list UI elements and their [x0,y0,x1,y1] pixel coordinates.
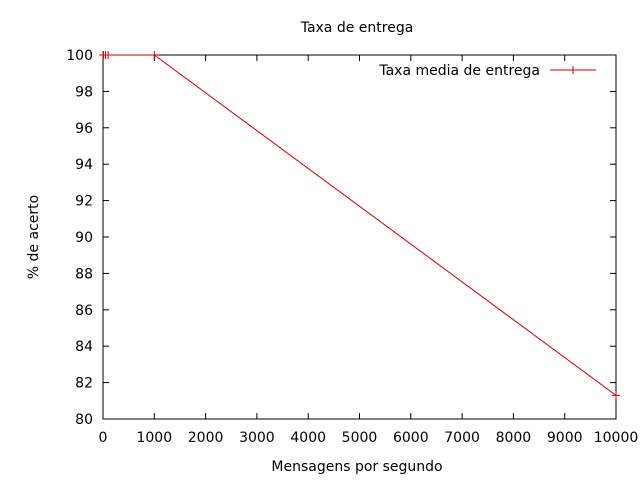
series-line [103,54,617,396]
y-tick-label: 92 [75,194,93,210]
x-axis-label: Mensagens por segundo [271,459,442,475]
y-tick-label: 84 [75,339,93,355]
data-point [150,51,159,59]
y-tick-label: 88 [75,266,93,282]
y-tick-label: 100 [66,48,93,64]
x-tick-label: 10000 [594,430,639,446]
x-tick-label: 7000 [444,430,480,446]
x-tick-label: 5000 [342,430,378,446]
series-layer [99,51,620,400]
y-tick-label: 98 [75,84,93,100]
x-tick-label: 8000 [496,430,532,446]
y-axis-label: % de acerto [26,195,42,279]
y-tick-label: 90 [75,230,93,246]
x-tick-label: 9000 [547,430,583,446]
legend-label: Taxa media de entrega [378,63,540,79]
y-tick-label: 96 [75,121,93,137]
legend: Taxa media de entrega [378,63,596,79]
x-tick-label: 0 [99,430,108,446]
x-tick-label: 6000 [393,430,429,446]
y-tick-label: 82 [75,376,93,392]
y-tick-label: 80 [75,412,93,428]
x-tick-label: 2000 [188,430,224,446]
plot-frame [102,54,617,420]
legend-marker [569,66,577,74]
x-tick-label: 1000 [136,430,172,446]
data-point [612,391,620,400]
x-tick-label: 4000 [290,430,326,446]
y-tick-label: 94 [75,157,93,173]
y-tick-label: 86 [75,303,93,319]
x-tick-label: 3000 [239,430,275,446]
x-axis-ticks: 0 1000 2000 3000 4000 5000 6000 7000 8000 9000 100… [99,55,639,446]
data-point [104,51,113,59]
chart-title: Taxa de entrega [300,20,414,36]
y-axis-ticks: 80 82 84 86 88 90 92 94 96 98 100 [66,48,616,428]
